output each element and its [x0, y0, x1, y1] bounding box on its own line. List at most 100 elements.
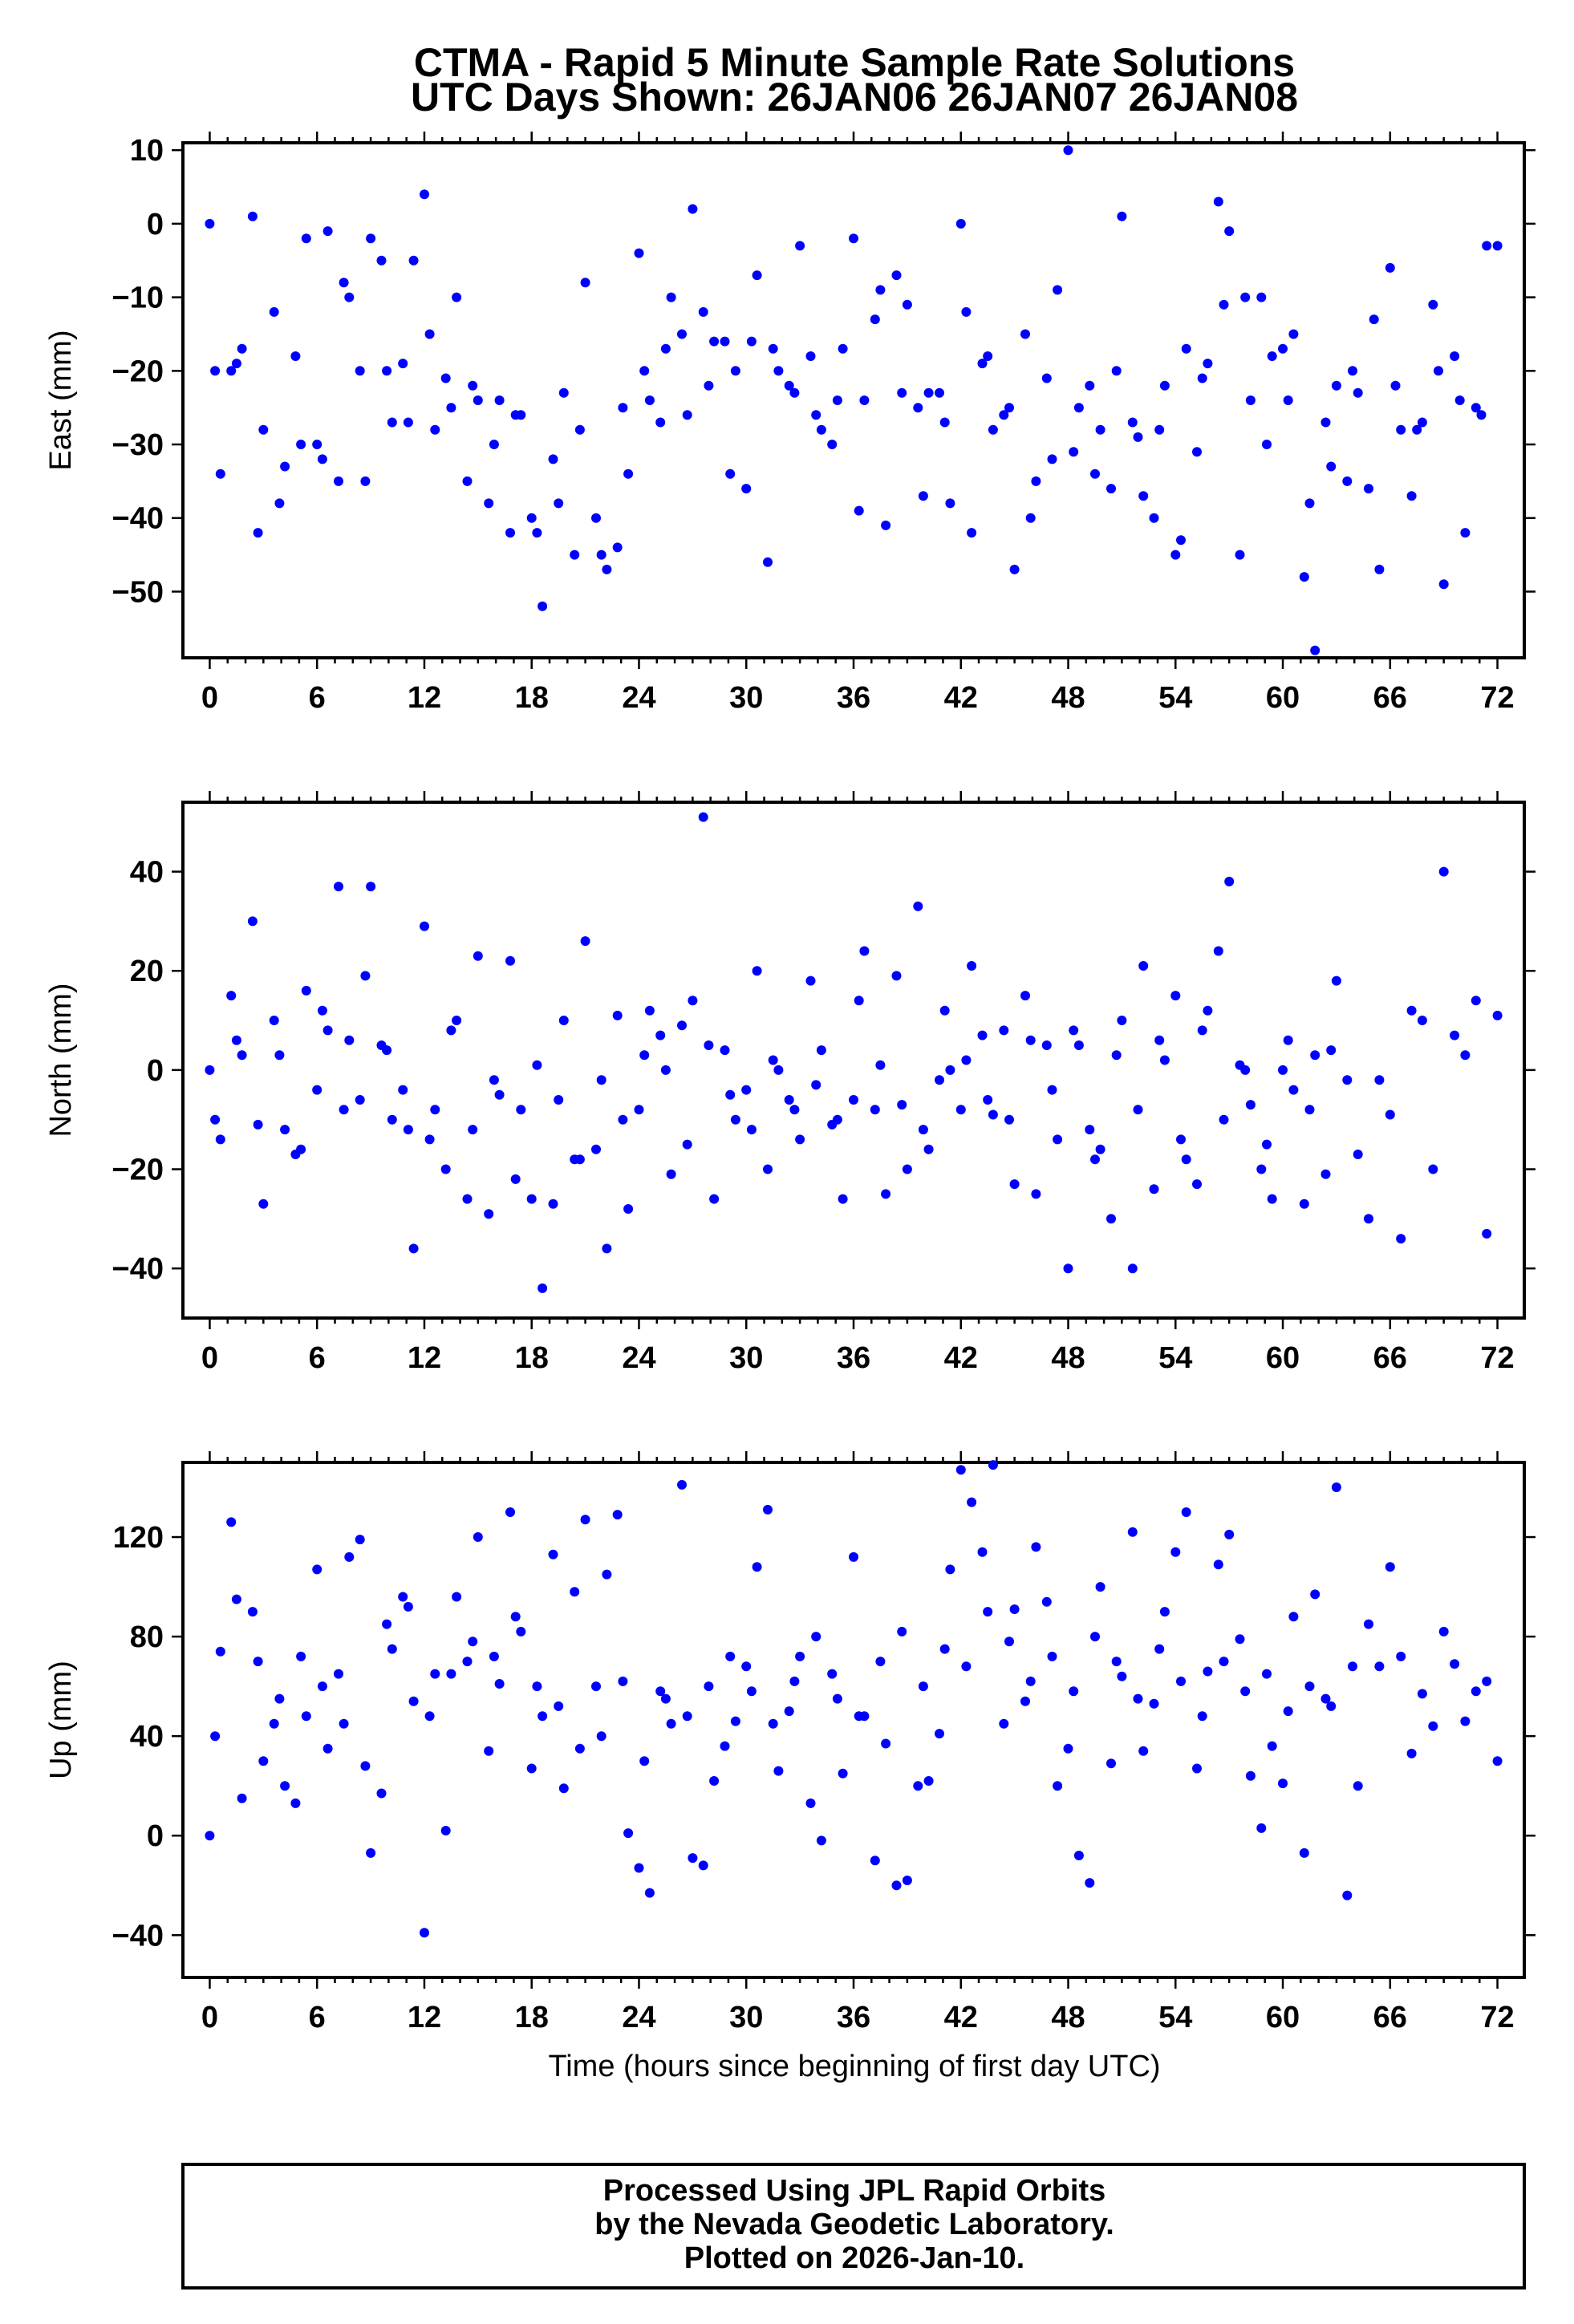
data-point: [1460, 1716, 1471, 1726]
data-point: [1090, 1632, 1100, 1642]
x-tick-label: 6: [309, 2001, 326, 2034]
data-point: [977, 1547, 988, 1557]
data-point: [1063, 1263, 1073, 1274]
data-point: [1406, 1748, 1417, 1758]
data-point: [574, 1154, 585, 1165]
data-point: [827, 440, 838, 449]
data-point: [360, 476, 371, 486]
data-point: [269, 1718, 279, 1729]
data-point: [666, 292, 676, 302]
data-point: [526, 513, 537, 523]
x-tick-label: 36: [837, 681, 870, 715]
data-point: [612, 1010, 623, 1020]
data-point: [741, 484, 752, 494]
data-point: [247, 1607, 258, 1617]
data-point: [677, 1020, 687, 1031]
data-point: [875, 1060, 886, 1070]
data-point: [1041, 1596, 1052, 1607]
data-point: [258, 1199, 269, 1209]
data-point: [1009, 1179, 1020, 1190]
x-tick-label: 66: [1373, 681, 1407, 715]
data-point: [811, 1080, 821, 1090]
data-point: [1224, 876, 1235, 886]
data-point: [210, 366, 221, 376]
data-point: [1053, 1781, 1063, 1791]
data-point: [1320, 1693, 1331, 1704]
data-point: [226, 366, 237, 376]
data-point: [1224, 226, 1235, 237]
data-point: [677, 329, 687, 339]
data-point: [704, 1040, 714, 1050]
data-point: [1348, 366, 1357, 376]
data-point: [939, 417, 950, 428]
data-point: [1090, 468, 1100, 479]
data-point: [897, 1100, 907, 1110]
data-point: [253, 1657, 263, 1667]
data-point: [1133, 1693, 1143, 1704]
data-point: [1197, 1711, 1207, 1722]
data-point: [870, 1105, 880, 1115]
data-point: [580, 1515, 590, 1525]
data-point: [1304, 498, 1315, 509]
data-point: [945, 1065, 955, 1075]
data-point: [805, 1798, 816, 1808]
data-point: [446, 1669, 456, 1679]
data-point: [1117, 211, 1127, 221]
data-point: [698, 1860, 708, 1871]
data-point: [1267, 1741, 1277, 1751]
chart-title: CTMA - Rapid 5 Minute Sample Rate Soluti…: [414, 40, 1295, 85]
data-point: [741, 1085, 752, 1095]
data-point: [849, 1095, 858, 1105]
data-point: [602, 1243, 612, 1254]
x-tick-label: 12: [408, 1341, 441, 1375]
x-tick-label: 24: [622, 1341, 655, 1375]
data-point: [859, 946, 870, 956]
data-point: [382, 366, 392, 376]
data-point: [1085, 1878, 1095, 1888]
data-point: [1396, 1651, 1406, 1661]
data-point: [1348, 1661, 1357, 1672]
data-point: [881, 1189, 891, 1199]
data-point: [505, 1507, 515, 1517]
data-point: [505, 528, 515, 538]
data-point: [838, 1194, 848, 1204]
panels: 0 6 12 18 24 30 36 42 48 54 60 66 72100−10−20−30−40−…: [44, 132, 1535, 2034]
data-point: [875, 285, 886, 295]
data-point: [494, 1089, 505, 1100]
x-axis-label: Time (hours since beginning of first day…: [548, 2050, 1160, 2083]
x-tick-label: 36: [837, 2001, 870, 2034]
y-tick-label: 40: [130, 856, 164, 890]
data-point: [360, 971, 371, 981]
data-point: [1106, 484, 1116, 494]
data-point: [424, 1134, 435, 1145]
data-point: [408, 255, 419, 266]
footer-line-1: Processed Using JPL Rapid Orbits: [603, 2174, 1105, 2208]
x-tick-label: 30: [729, 1341, 763, 1375]
data-point: [1262, 1669, 1272, 1679]
data-point: [1176, 535, 1186, 546]
data-point: [1020, 329, 1030, 339]
data-point: [816, 1835, 826, 1846]
data-point: [1342, 476, 1353, 486]
data-point: [688, 1853, 698, 1864]
data-point: [741, 1661, 752, 1672]
data-point: [939, 1005, 950, 1016]
data-point: [1235, 1634, 1245, 1645]
data-point: [1127, 417, 1138, 428]
data-point: [1111, 1657, 1122, 1667]
data-point: [301, 1711, 311, 1722]
data-point: [1267, 1194, 1277, 1204]
data-point: [215, 468, 225, 479]
data-point: [1245, 395, 1256, 405]
data-point: [1331, 380, 1341, 391]
data-point: [510, 1174, 521, 1184]
data-point: [317, 454, 327, 464]
data-point: [1154, 1035, 1165, 1045]
data-point: [666, 1169, 676, 1179]
data-point: [1240, 292, 1251, 302]
data-point: [902, 1164, 912, 1174]
data-point: [1149, 1184, 1159, 1194]
data-point: [355, 1535, 365, 1545]
data-points: [205, 1460, 1503, 1938]
x-tick-label: 18: [515, 2001, 549, 2034]
